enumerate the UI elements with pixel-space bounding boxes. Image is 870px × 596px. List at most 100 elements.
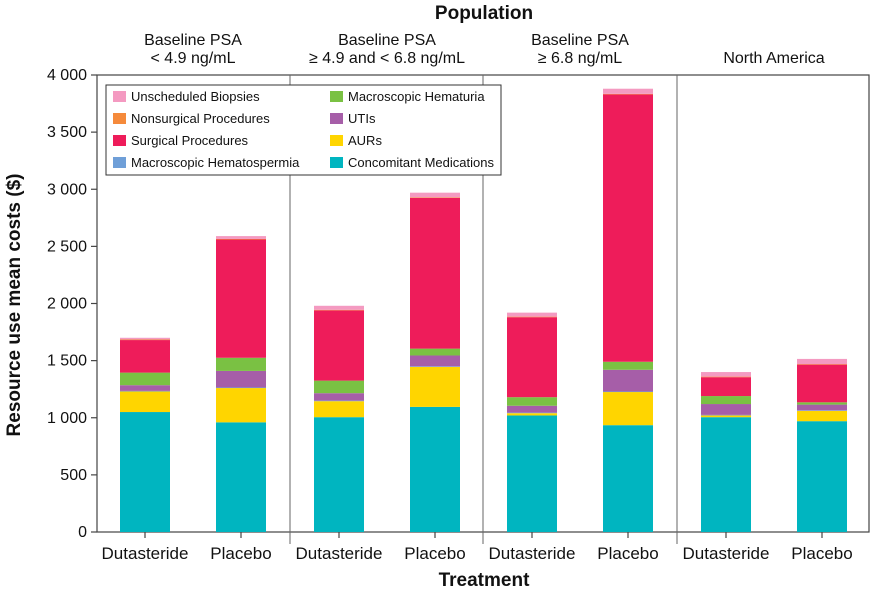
bar-segment-macroscopic-hematuria bbox=[216, 357, 266, 371]
bar-segment-aurs bbox=[603, 392, 653, 426]
legend-swatch bbox=[113, 135, 126, 146]
plot-area: 0 500 1 000 1 500 2 000 2 500 3 000 3 500 4 000 B… bbox=[47, 32, 870, 563]
bar-segment-concomitant-medications bbox=[120, 412, 170, 532]
bar-segment-aurs bbox=[314, 401, 364, 418]
bar-segment-surgical-procedures bbox=[314, 310, 364, 381]
chart-title: Population bbox=[435, 3, 533, 24]
legend-label: Nonsurgical Procedures bbox=[131, 111, 270, 126]
bar-segment-concomitant-medications bbox=[314, 417, 364, 532]
legend-label: Macroscopic Hematuria bbox=[348, 89, 485, 104]
group-label: Baseline PSA bbox=[144, 32, 242, 49]
bar-segment-macroscopic-hematuria bbox=[507, 397, 557, 406]
legend-swatch bbox=[113, 157, 126, 168]
x-category-label: Dutasteride bbox=[683, 544, 770, 563]
group-label: North America bbox=[723, 50, 824, 67]
legend-swatch bbox=[330, 113, 343, 124]
bar-segment-aurs bbox=[701, 415, 751, 418]
y-tick-label: 2 500 bbox=[47, 238, 87, 255]
legend-box bbox=[105, 84, 502, 176]
bar-segment-macroscopic-hematuria bbox=[701, 396, 751, 405]
x-axis-title: Treatment bbox=[439, 570, 530, 591]
bar-segment-macroscopic-hematospermia bbox=[701, 414, 751, 416]
bar-segment-utis bbox=[797, 404, 847, 411]
legend-label: UTIs bbox=[348, 111, 376, 126]
y-tick-label: 1 000 bbox=[47, 410, 87, 427]
x-category-label: Placebo bbox=[791, 544, 852, 563]
bar-segment-surgical-procedures bbox=[797, 364, 847, 403]
bar-segment-concomitant-medications bbox=[410, 406, 460, 532]
y-tick-label: 0 bbox=[78, 524, 87, 541]
bar-segment-unscheduled-biopsies bbox=[797, 358, 847, 365]
x-category-label: Dutasteride bbox=[489, 544, 576, 563]
bar-segment-surgical-procedures bbox=[216, 239, 266, 358]
bar-segment-macroscopic-hematospermia bbox=[410, 366, 460, 367]
bar-segment-concomitant-medications bbox=[216, 422, 266, 532]
legend-swatch bbox=[113, 113, 126, 124]
y-tick-label: 500 bbox=[60, 467, 87, 484]
bar-segment-concomitant-medications bbox=[507, 415, 557, 532]
bar-segment-concomitant-medications bbox=[797, 421, 847, 532]
y-tick-label: 4 000 bbox=[47, 67, 87, 84]
bar-segment-macroscopic-hematuria bbox=[603, 361, 653, 370]
bar-segment-aurs bbox=[797, 410, 847, 422]
bar-segment-aurs bbox=[216, 388, 266, 423]
x-category-label: Placebo bbox=[210, 544, 271, 563]
bar-segment-concomitant-medications bbox=[603, 425, 653, 532]
bar-segment-utis bbox=[507, 405, 557, 413]
group-label: ≥ 4.9 and < 6.8 ng/mL bbox=[309, 50, 465, 67]
bar-segment-utis bbox=[120, 385, 170, 391]
group-label: < 4.9 ng/mL bbox=[151, 50, 236, 67]
bar-segment-unscheduled-biopsies bbox=[507, 312, 557, 317]
group-label: Baseline PSA bbox=[531, 32, 629, 49]
bar-segment-macroscopic-hematuria bbox=[120, 372, 170, 386]
legend-label: Surgical Procedures bbox=[131, 133, 249, 148]
legend-swatch bbox=[330, 135, 343, 146]
bar-segment-nonsurgical-procedures bbox=[507, 316, 557, 318]
bar-segment-macroscopic-hematuria bbox=[314, 380, 364, 394]
legend-swatch bbox=[330, 157, 343, 168]
bar-segment-nonsurgical-procedures bbox=[701, 376, 751, 378]
x-category-label: Placebo bbox=[404, 544, 465, 563]
y-tick-label: 2 000 bbox=[47, 296, 87, 313]
bar-segment-surgical-procedures bbox=[410, 197, 460, 349]
x-category-label: Placebo bbox=[597, 544, 658, 563]
y-tick-label: 3 500 bbox=[47, 124, 87, 141]
bar-segment-nonsurgical-procedures bbox=[314, 309, 364, 311]
bar-segment-nonsurgical-procedures bbox=[797, 364, 847, 365]
group-label: Baseline PSA bbox=[338, 32, 436, 49]
bar-segment-aurs bbox=[507, 413, 557, 416]
bar-segment-concomitant-medications bbox=[701, 417, 751, 532]
bar-segment-surgical-procedures bbox=[603, 94, 653, 362]
bar-segment-macroscopic-hematospermia bbox=[797, 410, 847, 411]
bar-segment-utis bbox=[216, 370, 266, 388]
bar-segment-unscheduled-biopsies bbox=[120, 337, 170, 340]
bar-segment-macroscopic-hematospermia bbox=[603, 391, 653, 393]
x-category-label: Dutasteride bbox=[102, 544, 189, 563]
bar-segment-unscheduled-biopsies bbox=[701, 372, 751, 377]
group-label: ≥ 6.8 ng/mL bbox=[538, 50, 622, 67]
bar-segment-aurs bbox=[410, 366, 460, 407]
bar-segment-macroscopic-hematuria bbox=[797, 402, 847, 405]
bar-segment-utis bbox=[603, 369, 653, 392]
bar-segment-utis bbox=[314, 393, 364, 401]
bar-segment-nonsurgical-procedures bbox=[603, 93, 653, 95]
bar-segment-surgical-procedures bbox=[120, 340, 170, 373]
legend: Unscheduled Biopsies Macroscopic Hematuri… bbox=[105, 84, 502, 176]
bar-segment-unscheduled-biopsies bbox=[410, 192, 460, 198]
x-category-label: Dutasteride bbox=[296, 544, 383, 563]
bar-segment-macroscopic-hematospermia bbox=[120, 390, 170, 392]
bar-segment-macroscopic-hematospermia bbox=[314, 400, 364, 402]
y-axis-title: Resource use mean costs ($) bbox=[4, 174, 25, 437]
bar-segment-aurs bbox=[120, 391, 170, 413]
legend-label: AURs bbox=[348, 133, 382, 148]
bar-segment-unscheduled-biopsies bbox=[603, 88, 653, 94]
bar-segment-macroscopic-hematuria bbox=[410, 348, 460, 356]
bar-segment-macroscopic-hematospermia bbox=[507, 412, 557, 414]
bar-segment-nonsurgical-procedures bbox=[410, 197, 460, 198]
y-tick-label: 3 000 bbox=[47, 181, 87, 198]
bar-segment-surgical-procedures bbox=[507, 317, 557, 398]
bar-segment-unscheduled-biopsies bbox=[216, 236, 266, 239]
bar-segment-nonsurgical-procedures bbox=[120, 339, 170, 341]
legend-swatch bbox=[113, 91, 126, 102]
